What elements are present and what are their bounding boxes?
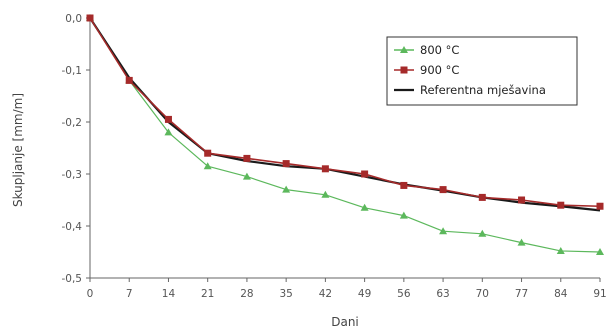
series-point-800c: [399, 211, 408, 219]
series-point-900c: [321, 165, 329, 173]
legend-swatch-marker: [400, 46, 408, 53]
y-axis-title: Skupljanje [mm/m]: [11, 93, 25, 207]
legend-label: Referentna mješavina: [420, 83, 546, 97]
legend-swatch-marker: [400, 66, 408, 74]
series-point-900c: [164, 115, 172, 123]
x-tick-label: 35: [279, 288, 292, 300]
y-tick-label: 0,0: [65, 13, 82, 25]
series-point-800c: [203, 162, 212, 170]
series-point-900c: [361, 170, 369, 178]
series-point-800c: [360, 203, 369, 211]
series-point-900c: [557, 201, 565, 209]
series-point-900c: [400, 181, 408, 189]
x-tick-label: 42: [319, 288, 332, 300]
x-tick-label: 70: [476, 288, 489, 300]
x-tick-label: 63: [436, 288, 449, 300]
y-tick-label: -0,4: [62, 221, 83, 233]
y-tick-label: -0,1: [62, 65, 83, 77]
axes: 0,0 -0,1 -0,2 -0,3 -0,4 -0,5 0 7 14 21 28 35 42 49 56 6…: [62, 13, 607, 300]
series-line-1: [89, 17, 601, 253]
legend-label: 900 °C: [420, 63, 459, 77]
y-tick-label: -0,5: [62, 273, 83, 285]
x-tick-label: 21: [201, 288, 214, 300]
x-tick-label: 56: [397, 288, 411, 300]
legend-label: 800 °C: [420, 43, 459, 57]
series-point-800c: [164, 128, 173, 136]
series-group: [86, 14, 604, 255]
series-point-900c: [243, 154, 251, 162]
series-point-900c: [478, 193, 486, 201]
x-tick-label: 77: [515, 288, 528, 300]
series-point-900c: [125, 76, 133, 84]
series-point-900c: [204, 149, 212, 157]
series-point-800c: [478, 229, 487, 237]
series-point-900c: [596, 202, 604, 210]
series-point-800c: [517, 238, 526, 246]
series-point-800c: [321, 190, 330, 198]
x-tick-label: 7: [126, 288, 133, 300]
x-tick-label: 28: [240, 288, 253, 300]
series-point-800c: [596, 248, 604, 255]
x-axis-title: Dani: [331, 315, 359, 329]
series-point-800c: [282, 185, 291, 193]
series-point-900c: [86, 14, 94, 22]
series-point-800c: [556, 246, 565, 254]
legend-box: [386, 36, 578, 106]
series-line-3: [89, 17, 601, 212]
x-tick-label: 84: [554, 288, 568, 300]
series-point-800c: [242, 172, 251, 180]
x-tick-label: 49: [358, 288, 371, 300]
series-point-900c: [439, 186, 447, 194]
series-point-900c: [282, 160, 290, 168]
series-point-800c: [439, 227, 448, 235]
series-point-900c: [518, 196, 526, 204]
y-tick-label: -0,3: [62, 169, 83, 181]
x-tick-label: 0: [87, 288, 94, 300]
y-tick-label: -0,2: [62, 117, 83, 129]
x-tick-label: 91: [593, 288, 606, 300]
x-tick-label: 14: [162, 288, 176, 300]
legend: 800 °C 900 °C Referentna mješavina: [386, 36, 578, 106]
series-line-2: [89, 17, 601, 208]
